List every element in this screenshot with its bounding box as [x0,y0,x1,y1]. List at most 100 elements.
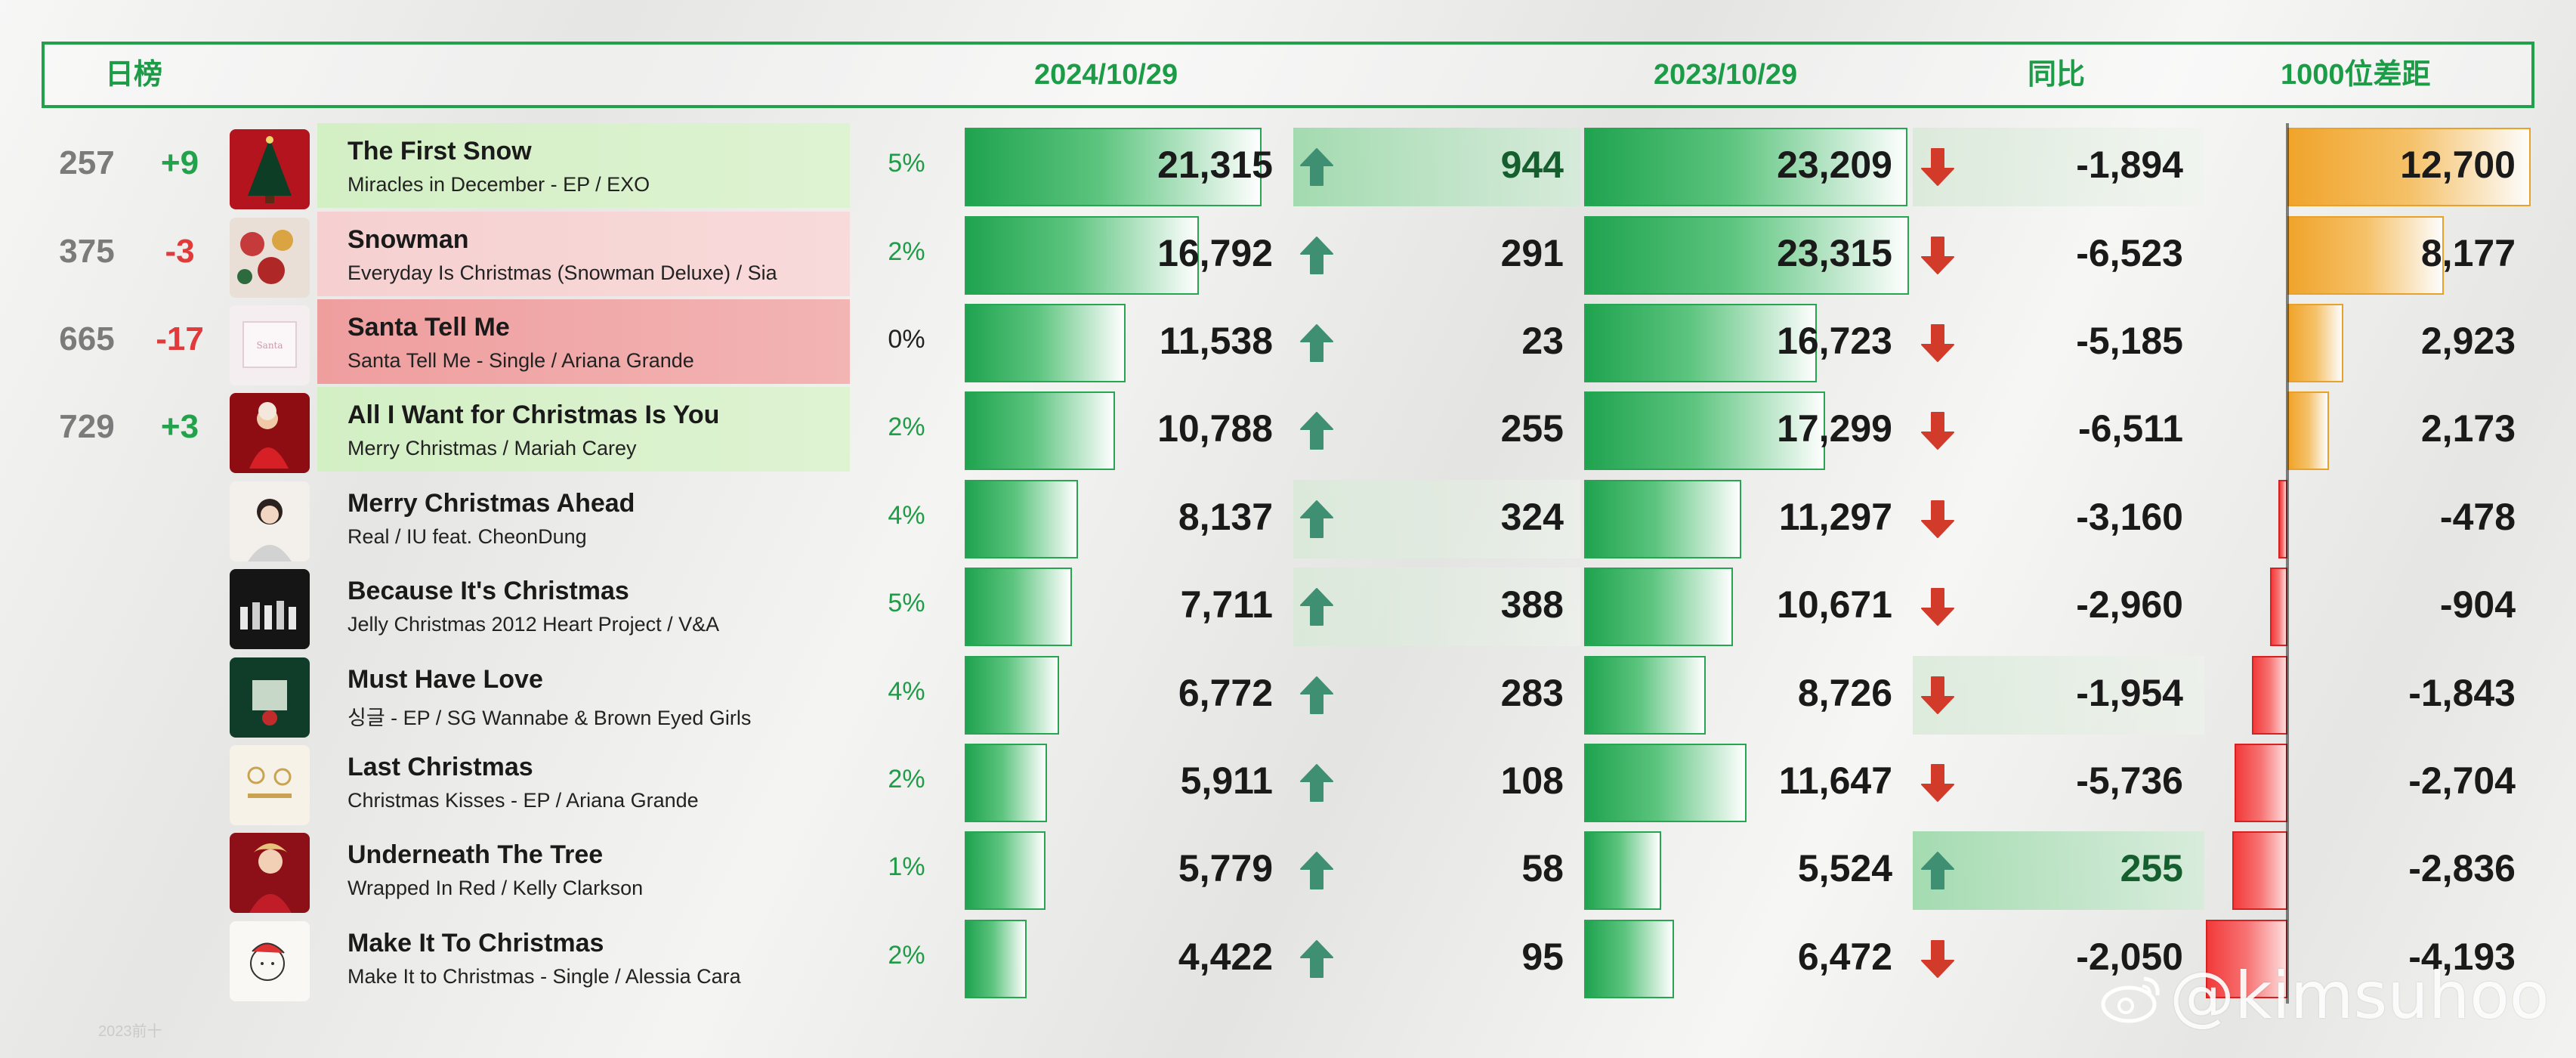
plays-prev-bar [1584,744,1747,822]
plays-prev-bar [1584,568,1733,646]
album-cover[interactable] [230,745,310,825]
plays-now-value: 8,137 [1178,496,1273,538]
album-artist: Wrapped In Red / Kelly Clarkson [347,877,644,899]
album-cover[interactable]: Santa [230,305,310,385]
table-row: 729 +3 All I Want for Christmas Is You Merr… [0,387,2576,475]
song-title[interactable]: All I Want for Christmas Is You [347,401,720,429]
share-percent: 4% [888,501,925,530]
gap-value: 2,173 [2420,407,2516,450]
yoy-arrow-down-icon [1921,412,1954,450]
plays-prev-value: 16,723 [1777,320,1892,362]
song-title[interactable]: Last Christmas [347,753,533,781]
plays-now-value: 6,772 [1178,672,1273,714]
song-title[interactable]: Must Have Love [347,665,543,694]
gap-value: 2,923 [2420,320,2516,362]
table-header: 日榜 2024/10/29 2023/10/29 同比 1000位差距 [42,42,2534,108]
plays-now-bar [965,128,1262,206]
gap-value: -2,704 [2408,759,2516,802]
change-arrow-up-icon [1300,237,1333,274]
song-title[interactable]: Merry Christmas Ahead [347,489,635,518]
share-percent: 4% [888,677,925,706]
yoy-value: -2,960 [2076,583,2183,626]
song-title[interactable]: The First Snow [347,137,532,166]
green-scene-cover-icon [230,657,310,738]
song-title[interactable]: Make It To Christmas [347,929,604,957]
red-portrait-cover-icon [230,833,310,913]
yoy-value: -6,511 [2077,407,2183,450]
table-row: 665 -17 Santa Santa Tell Me Santa Tell Me - … [0,299,2576,387]
plays-prev-value: 23,209 [1777,144,1892,186]
gap-value: -478 [2439,496,2516,538]
gap-value: -2,836 [2408,847,2516,889]
plays-now-bar [965,480,1078,558]
album-artist: Make It to Christmas - Single / Alessia … [347,965,741,988]
plays-now-bar [965,568,1072,646]
rank-change: -3 [165,233,195,270]
song-title[interactable]: Because It's Christmas [347,577,629,605]
change-highlight [1293,568,1580,646]
plays-prev-bar [1584,480,1741,558]
album-artist: Christmas Kisses - EP / Ariana Grande [347,789,699,812]
plays-now-value: 16,792 [1157,232,1273,274]
album-artist: 싱글 - EP / SG Wannabe & Brown Eyed Girls [347,707,752,729]
song-title[interactable]: Snowman [347,225,469,254]
title-highlight [317,212,850,296]
table-row: 257 +9 The First Snow Miracles in December … [0,123,2576,211]
yoy-value: -6,523 [2076,232,2183,274]
gap-value: 8,177 [2420,232,2516,274]
table-row: Underneath The Tree Wrapped In Red / Kell… [0,827,2576,914]
plays-prev-bar [1584,304,1817,382]
rank-change: +9 [160,144,199,181]
yoy-highlight [1913,831,2204,910]
yoy-label: 同比 [2028,59,2086,91]
album-cover[interactable] [230,218,310,298]
gold-ornaments-cover-icon [230,745,310,825]
plays-prev-value: 8,726 [1797,672,1892,714]
album-cover[interactable] [230,129,310,209]
album-cover[interactable] [230,393,310,473]
yoy-value: -3,160 [2076,496,2183,538]
plays-prev-bar [1584,656,1706,735]
song-title[interactable]: Santa Tell Me [347,313,510,342]
yoy-arrow-down-icon [1921,500,1954,538]
gap-axis-line [2286,123,2289,1004]
plays-prev-value: 6,472 [1797,936,1892,978]
share-percent: 0% [888,325,925,354]
change-highlight [1293,128,1580,206]
share-percent: 1% [888,852,925,881]
yoy-value: -1,894 [2076,144,2183,186]
change-highlight [1293,480,1580,558]
album-cover[interactable] [230,481,310,561]
album-cover[interactable] [230,833,310,913]
plays-now-bar [965,216,1199,295]
yoy-arrow-down-icon [1921,237,1954,274]
song-title[interactable]: Underneath The Tree [347,840,604,869]
yoy-arrow-up-icon [1921,852,1954,889]
daily-change-value: 58 [1521,847,1564,889]
watermark: @kimsuhoo [2100,958,2550,1034]
yoy-arrow-down-icon [1921,148,1954,186]
album-cover[interactable] [230,657,310,738]
plays-now-value: 11,538 [1159,320,1273,362]
plays-now-bar [965,391,1115,470]
share-percent: 2% [888,941,925,970]
yoy-arrow-down-icon [1921,324,1954,362]
yoy-highlight [1913,128,2204,206]
album-cover[interactable] [230,569,310,649]
yoy-value: -5,185 [2076,320,2183,362]
plays-prev-value: 11,297 [1778,496,1892,538]
rank: 257 [59,144,115,181]
gap-bar-negative [2232,831,2287,910]
album-artist: Real / IU feat. CheonDung [347,525,587,548]
table-row: Because It's Christmas Jelly Christmas 20… [0,563,2576,651]
album-cover[interactable] [230,921,310,1001]
portrait-cover-icon [230,481,310,561]
change-arrow-up-icon [1300,940,1333,978]
gap-bar-positive [2287,216,2444,295]
gap-bar-negative [2235,744,2287,822]
gap-bar-positive [2287,391,2329,470]
yoy-arrow-down-icon [1921,676,1954,714]
table-row: Merry Christmas Ahead Real / IU feat. Che… [0,475,2576,563]
change-arrow-up-icon [1300,588,1333,626]
change-arrow-up-icon [1300,852,1333,889]
